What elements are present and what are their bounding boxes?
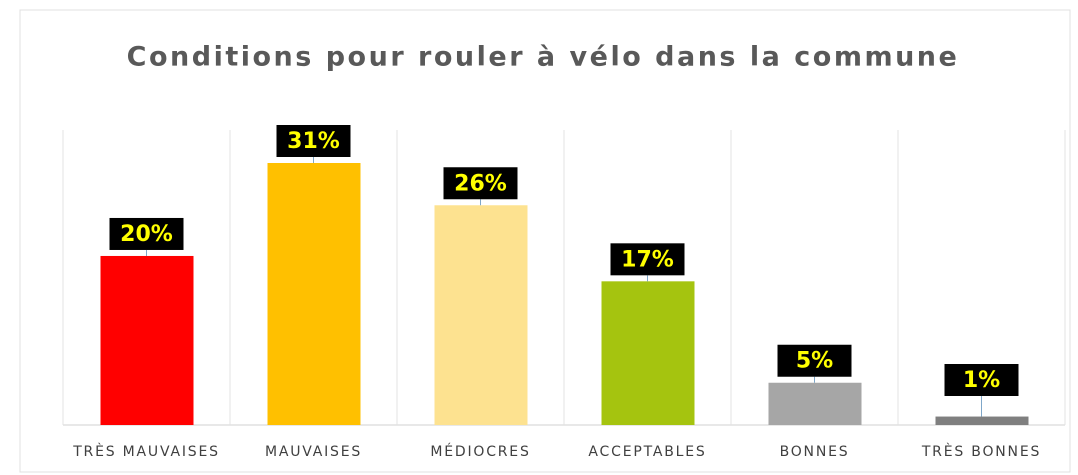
value-label: 20% [120, 222, 173, 247]
value-label-box [109, 217, 184, 250]
bar [434, 205, 528, 425]
value-label: 5% [796, 349, 833, 374]
x-tick-label: TRÈS MAUVAISES [72, 443, 220, 460]
x-tick-label: TRÈS BONNES [921, 443, 1041, 460]
value-label: 31% [287, 129, 340, 154]
x-tick-label: MÉDIOCRES [430, 443, 530, 460]
bar [935, 416, 1029, 425]
bar [768, 382, 862, 425]
x-tick-label: BONNES [780, 444, 850, 460]
value-label-box [610, 243, 685, 276]
value-label-box [944, 364, 1019, 396]
bar [601, 281, 695, 425]
value-label: 26% [454, 171, 507, 196]
x-tick-label: ACCEPTABLES [588, 444, 706, 460]
value-label-box [443, 167, 518, 200]
bar [100, 255, 194, 425]
value-label-box [276, 125, 351, 157]
x-tick-label: MAUVAISES [265, 444, 362, 460]
chart-frame [19, 9, 1071, 473]
bar [267, 163, 361, 425]
value-label-box [777, 344, 852, 377]
value-label: 17% [621, 247, 674, 272]
value-label: 1% [963, 368, 1000, 393]
chart-title: Conditions pour rouler à vélo dans la co… [127, 42, 960, 73]
